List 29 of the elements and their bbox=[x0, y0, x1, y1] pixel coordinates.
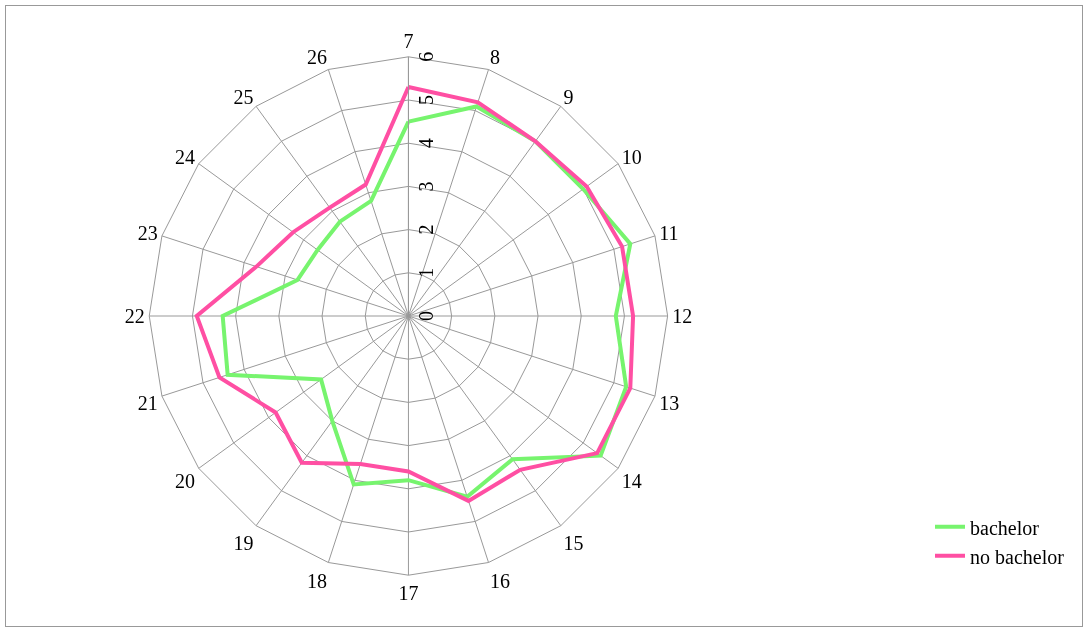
legend-label: no bachelor bbox=[970, 545, 1065, 568]
spoke-label: 16 bbox=[489, 569, 510, 592]
spoke-label: 14 bbox=[621, 470, 642, 493]
spoke-label: 25 bbox=[233, 85, 254, 108]
legend-label: bachelor bbox=[970, 516, 1040, 539]
spoke-label: 13 bbox=[659, 392, 680, 415]
spoke-label: 15 bbox=[563, 531, 584, 554]
y-tick-label: 4 bbox=[414, 138, 437, 149]
spoke-label: 19 bbox=[233, 531, 254, 554]
spoke-label: 21 bbox=[137, 392, 158, 415]
spoke-label: 8 bbox=[489, 45, 500, 68]
spoke-label: 12 bbox=[672, 305, 693, 327]
spoke-label: 23 bbox=[137, 221, 158, 244]
y-tick-label: 3 bbox=[414, 181, 437, 192]
spoke-label: 20 bbox=[175, 470, 196, 493]
y-tick-label: 0 bbox=[414, 311, 437, 321]
spoke-label: 22 bbox=[124, 305, 145, 327]
y-tick-label: 2 bbox=[414, 224, 437, 235]
spoke-label: 10 bbox=[621, 146, 642, 169]
spoke-label: 7 bbox=[403, 30, 414, 53]
y-tick-label: 5 bbox=[414, 95, 437, 105]
y-tick-label: 6 bbox=[414, 51, 437, 62]
spoke-label: 17 bbox=[398, 581, 419, 604]
spoke-label: 11 bbox=[659, 221, 679, 244]
spoke-label: 24 bbox=[175, 146, 196, 169]
y-tick-label: 1 bbox=[414, 267, 437, 278]
spoke-label: 26 bbox=[306, 45, 327, 68]
spoke-label: 18 bbox=[306, 569, 327, 592]
spoke-label: 9 bbox=[563, 85, 574, 108]
